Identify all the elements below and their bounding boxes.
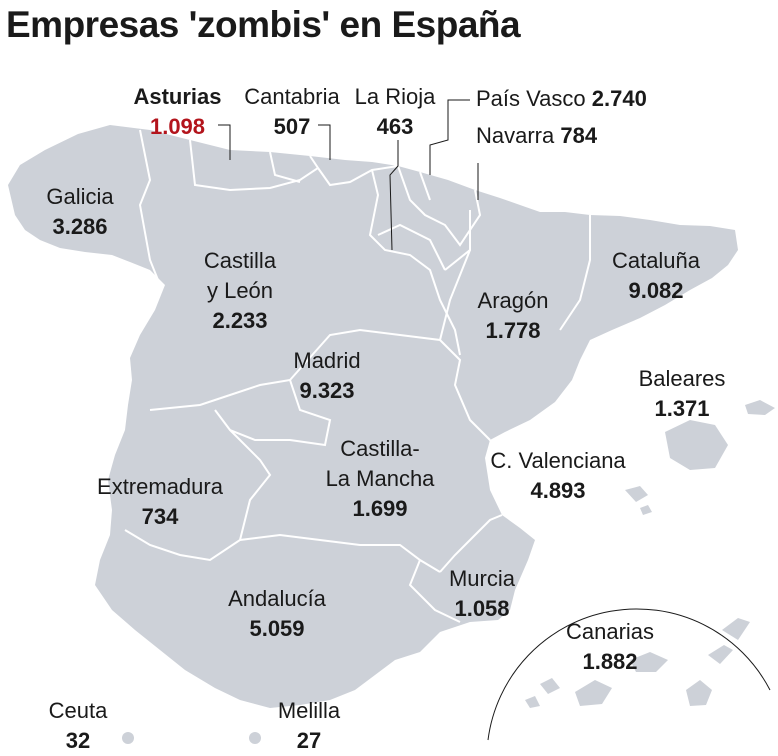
region-label-extremadura: Extremadura 734 <box>85 472 235 532</box>
region-value: 3.286 <box>52 214 108 239</box>
region-name-line1: Castilla- <box>340 436 420 461</box>
region-name: La Rioja <box>354 84 436 109</box>
region-name: Cataluña <box>611 248 701 273</box>
region-name: Ceuta <box>48 698 108 723</box>
region-label-andalucia: Andalucía 5.059 <box>212 584 342 644</box>
region-name: C. Valenciana <box>490 448 626 473</box>
region-value: 1.371 <box>654 396 710 421</box>
region-name: Asturias <box>133 84 222 109</box>
region-label-castilla-leon: Castilla y León 2.233 <box>185 246 295 336</box>
region-name-line2: La Mancha <box>325 466 435 491</box>
region-value: 1.058 <box>454 596 510 621</box>
region-name: Navarra <box>476 123 555 148</box>
region-value: 27 <box>296 728 322 753</box>
region-label-pais-vasco: País Vasco 2.740 <box>476 86 647 112</box>
region-label-melilla: Melilla 27 <box>264 696 354 756</box>
region-value: 1.778 <box>485 318 541 343</box>
region-value: 734 <box>141 504 179 529</box>
region-value: 1.699 <box>352 496 408 521</box>
region-name: Madrid <box>293 348 361 373</box>
melilla-marker <box>249 732 261 744</box>
region-label-murcia: Murcia 1.058 <box>432 564 532 624</box>
region-name: Murcia <box>448 566 515 591</box>
region-value: 5.059 <box>249 616 305 641</box>
region-name: Galicia <box>46 184 114 209</box>
region-label-ceuta: Ceuta 32 <box>38 696 118 756</box>
region-name: Baleares <box>638 366 726 391</box>
region-label-c-valenciana: C. Valenciana 4.893 <box>478 446 638 506</box>
region-value: 9.323 <box>299 378 355 403</box>
region-value: 1.098 <box>149 114 206 139</box>
ceuta-marker <box>122 732 134 744</box>
region-name: País Vasco <box>476 86 586 111</box>
region-label-canarias: Canarias 1.882 <box>552 617 668 677</box>
region-value: 507 <box>273 114 311 139</box>
region-name: Aragón <box>477 288 549 313</box>
region-name: Canarias <box>565 619 655 644</box>
region-label-la-rioja: La Rioja 463 <box>345 82 445 142</box>
leader-lines <box>218 99 479 251</box>
region-name: Cantabria <box>244 84 340 109</box>
region-name-line1: Castilla <box>203 248 277 273</box>
baleares-islands <box>625 400 775 515</box>
region-label-baleares: Baleares 1.371 <box>622 364 742 424</box>
region-label-navarra: Navarra 784 <box>476 123 597 149</box>
region-value: 4.893 <box>530 478 586 503</box>
region-label-madrid: Madrid 9.323 <box>272 346 382 406</box>
canarias-islands <box>525 618 750 708</box>
region-label-aragon: Aragón 1.778 <box>458 286 568 346</box>
region-label-asturias: Asturias 1.098 <box>120 82 235 142</box>
region-value: 32 <box>65 728 91 753</box>
mainland-spain-shape <box>8 125 738 708</box>
canarias-inset-arc <box>487 608 771 741</box>
region-label-castilla-la-mancha: Castilla- La Mancha 1.699 <box>315 434 445 524</box>
region-value: 1.882 <box>582 649 638 674</box>
region-name: Extremadura <box>97 474 223 499</box>
region-label-cantabria: Cantabria 507 <box>232 82 352 142</box>
region-value: 2.233 <box>212 308 268 333</box>
region-name-line2: y León <box>206 278 274 303</box>
region-name: Andalucía <box>228 586 326 611</box>
region-label-galicia: Galicia 3.286 <box>30 182 130 242</box>
region-value: 784 <box>560 123 598 148</box>
region-label-cataluna: Cataluña 9.082 <box>596 246 716 306</box>
region-value: 2.740 <box>591 86 647 111</box>
region-value: 9.082 <box>628 278 684 303</box>
region-name: Melilla <box>277 698 341 723</box>
map-title: Empresas 'zombis' en España <box>6 4 521 45</box>
region-value: 463 <box>376 114 414 139</box>
region-borders <box>124 129 591 623</box>
